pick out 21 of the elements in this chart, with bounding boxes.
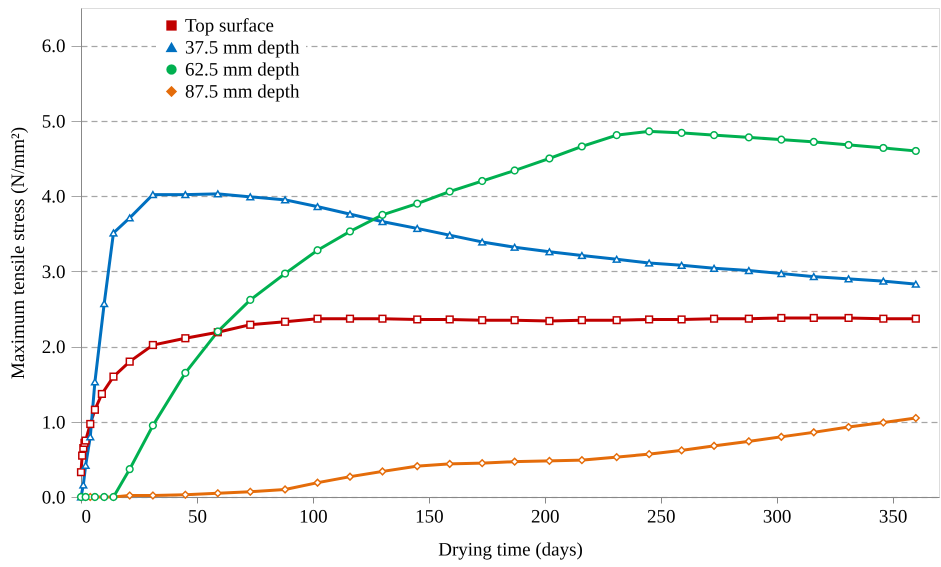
x-tick-label: 200 [531, 506, 560, 528]
y-tick-label: 1.0 [42, 412, 66, 434]
y-tick-label: 5.0 [42, 111, 66, 132]
y-tick-label: 4.0 [42, 186, 66, 208]
x-tick-label: 350 [878, 506, 908, 528]
x-tick-label: 150 [415, 506, 444, 528]
y-tick-label: 0.0 [42, 488, 66, 508]
legend-label: 37.5 mm depth [185, 38, 300, 58]
legend-label: 87.5 mm depth [185, 82, 300, 102]
x-axis-title: Drying time (days) [438, 540, 583, 560]
y-tick-label: 6.0 [42, 36, 66, 58]
legend-label: 62.5 mm depth [185, 60, 300, 80]
y-axis-title: Maximum tensile stress (N/mm²) [8, 126, 29, 380]
x-tick-label: 100 [299, 506, 328, 528]
y-tick-label: 3.0 [42, 262, 66, 283]
legend-label: Top surface [185, 16, 274, 36]
x-tick-label: 250 [646, 506, 676, 528]
x-tick-label: 50 [188, 506, 207, 528]
y-tick-label: 2.0 [42, 337, 66, 358]
x-tick-label: 0 [82, 506, 91, 528]
x-tick-label: 300 [762, 506, 792, 528]
